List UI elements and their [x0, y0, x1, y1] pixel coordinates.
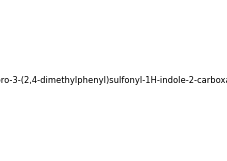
Text: 5-chloro-3-(2,4-dimethylphenyl)sulfonyl-1H-indole-2-carboxamide: 5-chloro-3-(2,4-dimethylphenyl)sulfonyl-…: [0, 76, 227, 85]
